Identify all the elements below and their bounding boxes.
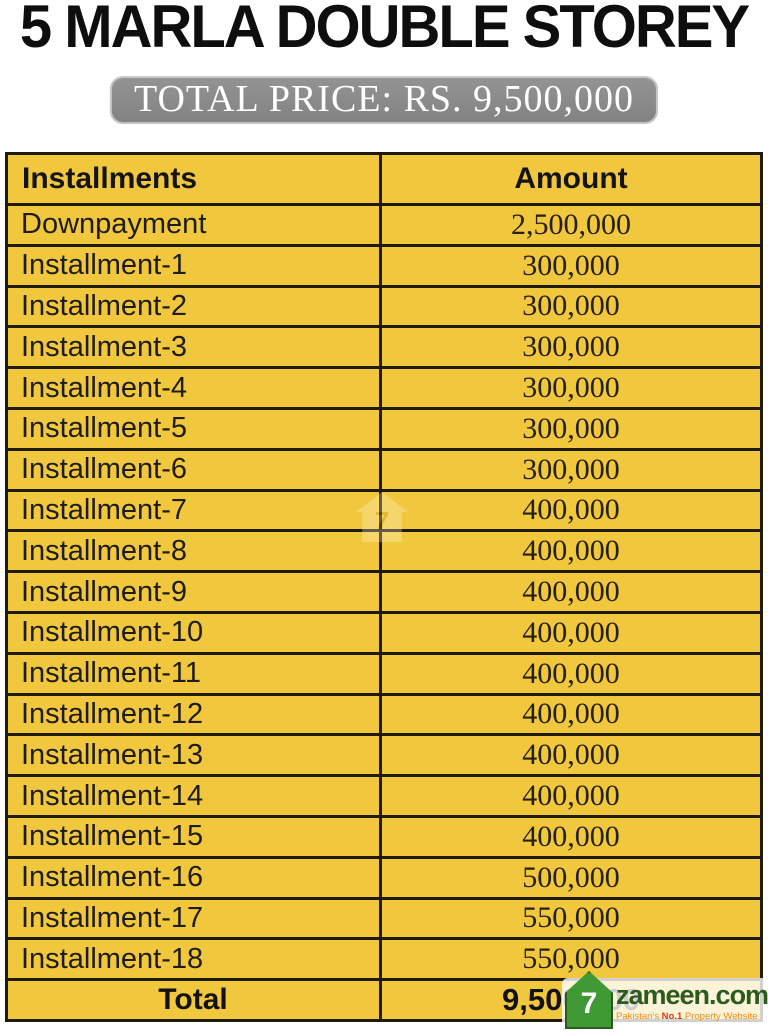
- table-row: Installment-18 550,000: [5, 937, 763, 982]
- table-row: Installment-10 400,000: [5, 610, 763, 655]
- installment-label: Installment-1: [5, 243, 382, 288]
- table-header-row: Installments Amount: [5, 152, 763, 206]
- logo-text-block: zameen.com Pakistan's No.1 Property Webs…: [616, 982, 768, 1023]
- installment-amount: 400,000: [379, 529, 763, 574]
- installment-amount: 400,000: [379, 814, 763, 859]
- table-row: Installment-17 550,000: [5, 896, 763, 941]
- installment-amount: 400,000: [379, 610, 763, 655]
- table-row: Installment-16 500,000: [5, 855, 763, 900]
- installment-amount: 300,000: [379, 366, 763, 410]
- house-glyph: 7: [580, 987, 598, 1020]
- table-row: Installment-11 400,000: [5, 651, 763, 696]
- logo-tagline: Pakistan's No.1 Property Website: [616, 1011, 768, 1023]
- installment-amount: 400,000: [379, 488, 763, 533]
- installment-label: Downpayment: [5, 203, 382, 247]
- total-price-banner: TOTAL PRICE: RS. 9,500,000: [109, 76, 659, 124]
- installment-amount: 400,000: [379, 774, 763, 818]
- logo-brand-text: zameen.com: [616, 980, 768, 1010]
- installment-amount: 300,000: [379, 243, 763, 288]
- installment-label: Installment-9: [5, 570, 382, 614]
- table-row: Installment-6 300,000: [5, 447, 763, 492]
- installment-label: Installment-15: [5, 814, 382, 859]
- table-row: Installment-15 400,000: [5, 814, 763, 859]
- table-row: Installment-9 400,000: [5, 570, 763, 614]
- table-row: Installment-5 300,000: [5, 406, 763, 451]
- installment-amount: 400,000: [379, 570, 763, 614]
- installment-amount: 300,000: [379, 447, 763, 492]
- installment-amount: 400,000: [379, 651, 763, 696]
- installment-label: Installment-2: [5, 284, 382, 329]
- installment-label: Installment-13: [5, 733, 382, 778]
- installment-amount: 2,500,000: [379, 203, 763, 247]
- installment-amount: 400,000: [379, 692, 763, 737]
- table-row: Installment-1 300,000: [5, 243, 763, 288]
- page-title: 5 MARLA DOUBLE STOREY: [19, 0, 750, 61]
- column-header-installments: Installments: [5, 152, 382, 206]
- installment-amount: 550,000: [379, 937, 763, 982]
- installment-table: Installments Amount Downpayment 2,500,00…: [5, 152, 763, 1023]
- installment-amount: 300,000: [379, 325, 763, 370]
- installment-amount: 500,000: [379, 855, 763, 900]
- installment-label: Installment-8: [5, 529, 382, 574]
- table-row: Installment-7 400,000: [5, 488, 763, 533]
- table-row: Installment-2 300,000: [5, 284, 763, 329]
- zameen-logo: 7 zameen.com Pakistan's No.1 Property We…: [562, 971, 768, 1032]
- table-row: Installment-14 400,000: [5, 774, 763, 818]
- tagline-part-2: No.1: [661, 1011, 683, 1022]
- installment-label: Installment-3: [5, 325, 382, 370]
- table-row: Installment-4 300,000: [5, 366, 763, 410]
- tagline-part-1: Pakistan's: [616, 1011, 660, 1022]
- installment-label: Installment-12: [5, 692, 382, 737]
- installment-label: Installment-4: [5, 366, 382, 410]
- installment-amount: 300,000: [379, 284, 763, 329]
- tagline-part-3: Property Website: [684, 1011, 758, 1022]
- installment-label: Installment-14: [5, 774, 382, 818]
- installment-label: Installment-18: [5, 937, 382, 982]
- table-row: Installment-12 400,000: [5, 692, 763, 737]
- zameen-house-icon: 7: [565, 971, 613, 1029]
- installment-label: Installment-5: [5, 406, 382, 451]
- installment-amount: 550,000: [379, 896, 763, 941]
- table-row: Installment-8 400,000: [5, 529, 763, 574]
- installment-label: Installment-16: [5, 855, 382, 900]
- table-row: Installment-13 400,000: [5, 733, 763, 778]
- installment-label: Installment-7: [5, 488, 382, 533]
- installment-label: Installment-10: [5, 610, 382, 655]
- table-row: Installment-3 300,000: [5, 325, 763, 370]
- table-row: Downpayment 2,500,000: [5, 203, 763, 247]
- total-label: Total: [5, 978, 382, 1023]
- installment-label: Installment-17: [5, 896, 382, 941]
- installment-amount: 400,000: [379, 733, 763, 778]
- installment-label: Installment-6: [5, 447, 382, 492]
- installment-amount: 300,000: [379, 406, 763, 451]
- installment-label: Installment-11: [5, 651, 382, 696]
- column-header-amount: Amount: [379, 152, 763, 206]
